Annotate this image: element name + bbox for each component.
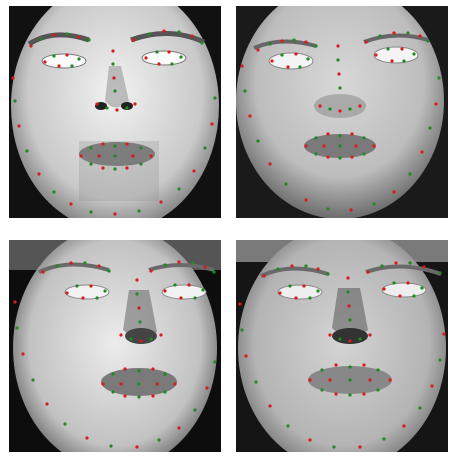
face-panel-top-left xyxy=(9,6,221,218)
right-eye xyxy=(373,46,419,64)
left-eye xyxy=(277,284,323,300)
face-image-1 xyxy=(9,6,221,218)
left-eyebrow xyxy=(260,266,329,278)
right-eye xyxy=(161,284,207,300)
right-eyebrow xyxy=(363,33,429,44)
face-image-2 xyxy=(236,6,448,218)
nose xyxy=(105,66,129,108)
left-eye xyxy=(41,53,87,69)
nose xyxy=(314,94,366,118)
face-panel-top-right xyxy=(236,6,448,218)
nostrils xyxy=(125,328,157,344)
landmark-points xyxy=(238,261,446,449)
face-image-4 xyxy=(236,240,448,452)
left-eyebrow xyxy=(27,32,90,47)
face-panel-bottom-left xyxy=(9,240,221,452)
landmark-points xyxy=(11,29,217,216)
left-eye xyxy=(268,52,314,70)
beard-shadow xyxy=(79,141,159,201)
mouth xyxy=(79,142,155,166)
left-eyebrow xyxy=(38,262,110,274)
face-panel-bottom-right xyxy=(236,240,448,452)
nose xyxy=(123,290,157,338)
right-nostril xyxy=(121,102,133,110)
landmark-points xyxy=(240,31,441,212)
mouth xyxy=(101,368,177,396)
face-image-3 xyxy=(9,240,221,452)
nose xyxy=(332,288,368,337)
right-eyebrow xyxy=(365,264,442,276)
right-eye xyxy=(141,50,187,66)
right-eye xyxy=(381,282,427,298)
left-eye xyxy=(64,284,110,300)
right-eyebrow xyxy=(148,263,215,272)
landmark-points xyxy=(13,260,217,449)
right-eyebrow xyxy=(130,30,206,45)
